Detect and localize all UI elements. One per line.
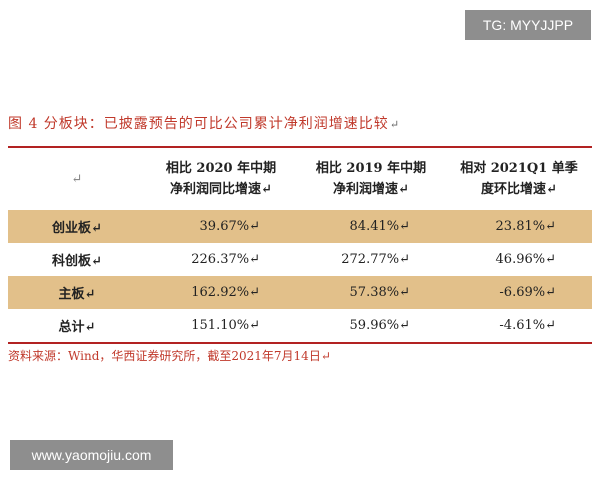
cell-2019-growth: 272.77%↵ — [341, 252, 410, 267]
header-col-q1: 相对 2021Q1 单季 度环比增速↵ — [446, 158, 592, 200]
row-label: 科创板↵ — [52, 254, 102, 269]
watermark-bottom: www.yaomojiu.com — [10, 440, 173, 470]
cell-q1-growth: -6.69%↵ — [499, 285, 556, 300]
figure-title-text: 图 4 分板块：已披露预告的可比公司累计净利润增速比较 — [8, 116, 389, 132]
cell-q1-growth: 46.96%↵ — [495, 252, 556, 267]
source-note: 资料来源：Wind，华西证券研究所，截至2021年7月14日↵ — [8, 349, 331, 363]
header-col-q1-line2: 度环比增速↵ — [481, 182, 557, 197]
table-header-row: ↵ 相比 2020 年中期 净利润同比增速↵ 相比 2019 年中期 净利润增速… — [8, 148, 592, 210]
header-col-2019-line1: 相比 2019 年中期 — [315, 161, 427, 176]
table-top-rule — [8, 146, 592, 148]
table-row: 创业板↵ 39.67%↵ 84.41%↵ 23.81%↵ — [8, 210, 592, 243]
header-col-2019-line2: 净利润增速↵ — [333, 182, 409, 197]
header-col-2019: 相比 2019 年中期 净利润增速↵ — [296, 158, 446, 200]
table-row: 科创板↵ 226.37%↵ 272.77%↵ 46.96%↵ — [8, 243, 592, 276]
table-row: 总计↵ 151.10%↵ 59.96%↵ -4.61%↵ — [8, 309, 592, 342]
cell-2020-growth: 226.37%↵ — [191, 252, 260, 267]
header-col-2020-line2: 净利润同比增速↵ — [170, 182, 272, 197]
table-bottom-rule — [8, 342, 592, 344]
cell-2019-growth: 59.96%↵ — [349, 318, 410, 333]
row-label: 总计↵ — [58, 320, 96, 335]
header-corner-cell: ↵ — [71, 171, 83, 187]
table-row: 主板↵ 162.92%↵ 57.38%↵ -6.69%↵ — [8, 276, 592, 309]
cell-2020-growth: 39.67%↵ — [199, 219, 260, 234]
cell-q1-growth: 23.81%↵ — [495, 219, 556, 234]
cell-2019-growth: 57.38%↵ — [349, 285, 410, 300]
cell-q1-growth: -4.61%↵ — [499, 318, 556, 333]
header-col-q1-line1: 相对 2021Q1 单季 — [460, 161, 578, 176]
cell-2020-growth: 162.92%↵ — [191, 285, 260, 300]
header-col-2020: 相比 2020 年中期 净利润同比增速↵ — [146, 158, 296, 200]
watermark-top: TG: MYYJJPP — [465, 10, 591, 40]
paragraph-mark: ↵ — [389, 118, 401, 131]
row-label: 创业板↵ — [52, 221, 102, 236]
figure-title: 图 4 分板块：已披露预告的可比公司累计净利润增速比较↵ — [8, 113, 400, 133]
header-col-2020-line1: 相比 2020 年中期 — [165, 161, 277, 176]
cell-2019-growth: 84.41%↵ — [349, 219, 410, 234]
cell-2020-growth: 151.10%↵ — [191, 318, 260, 333]
row-label: 主板↵ — [58, 287, 96, 302]
comparison-table: ↵ 相比 2020 年中期 净利润同比增速↵ 相比 2019 年中期 净利润增速… — [8, 146, 592, 344]
